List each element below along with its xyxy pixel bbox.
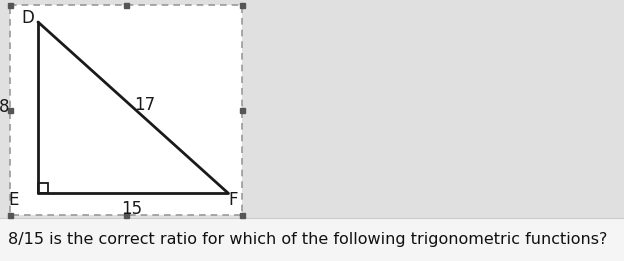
Bar	[240, 108, 245, 112]
Text: 15: 15	[122, 200, 142, 218]
Bar	[124, 3, 129, 8]
Text: D: D	[22, 9, 34, 27]
Bar	[240, 212, 245, 217]
Text: 17: 17	[134, 96, 155, 114]
Text: F: F	[228, 191, 238, 209]
Bar	[38, 183, 48, 193]
Bar	[7, 3, 12, 8]
Bar	[124, 212, 129, 217]
Bar	[7, 108, 12, 112]
Text: 8/15 is the correct ratio for which of the following trigonometric functions?: 8/15 is the correct ratio for which of t…	[8, 232, 607, 247]
Bar	[0, 218, 624, 261]
Bar	[7, 212, 12, 217]
Text: E: E	[9, 191, 19, 209]
Text: 8: 8	[0, 98, 9, 116]
Bar	[240, 3, 245, 8]
Bar	[10, 5, 242, 215]
